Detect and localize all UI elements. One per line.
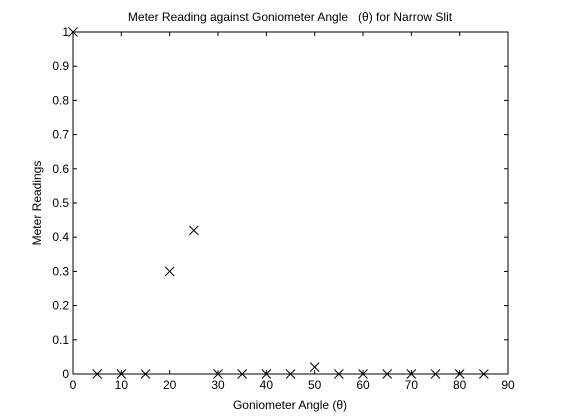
y-tick-label: 0 — [62, 367, 69, 381]
y-tick-label: 1 — [62, 25, 69, 39]
x-tick-label: 10 — [115, 378, 129, 392]
x-tick-label: 50 — [308, 378, 322, 392]
x-tick-label: 40 — [260, 378, 274, 392]
chart-title: Meter Reading against Goniometer Angle (… — [128, 10, 453, 24]
y-tick-label: 0.2 — [52, 299, 69, 313]
x-tick-label: 90 — [501, 378, 515, 392]
y-tick-label: 0.3 — [52, 264, 69, 278]
x-tick-label: 20 — [163, 378, 177, 392]
x-axis-label: Goniometer Angle (θ) — [233, 398, 347, 412]
x-tick-label: 30 — [211, 378, 225, 392]
x-tick-label: 0 — [70, 378, 77, 392]
y-axis-label: Meter Readings — [30, 161, 44, 246]
x-tick-label: 70 — [405, 378, 419, 392]
y-tick-label: 0.7 — [52, 128, 69, 142]
y-tick-label: 0.9 — [52, 59, 69, 73]
y-tick-label: 0.4 — [52, 230, 69, 244]
x-tick-label: 80 — [453, 378, 467, 392]
y-tick-label: 0.1 — [52, 333, 69, 347]
y-tick-label: 0.6 — [52, 162, 69, 176]
x-tick-label: 60 — [356, 378, 370, 392]
y-tick-label: 0.8 — [52, 93, 69, 107]
y-tick-label: 0.5 — [52, 196, 69, 210]
plot-area — [73, 32, 508, 374]
